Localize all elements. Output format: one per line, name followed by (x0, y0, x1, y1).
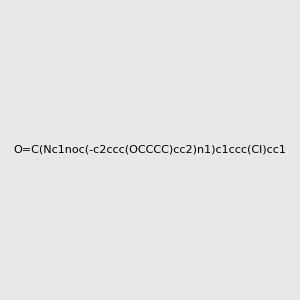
Text: O=C(Nc1noc(-c2ccc(OCCCC)cc2)n1)c1ccc(Cl)cc1: O=C(Nc1noc(-c2ccc(OCCCC)cc2)n1)c1ccc(Cl)… (14, 145, 286, 155)
